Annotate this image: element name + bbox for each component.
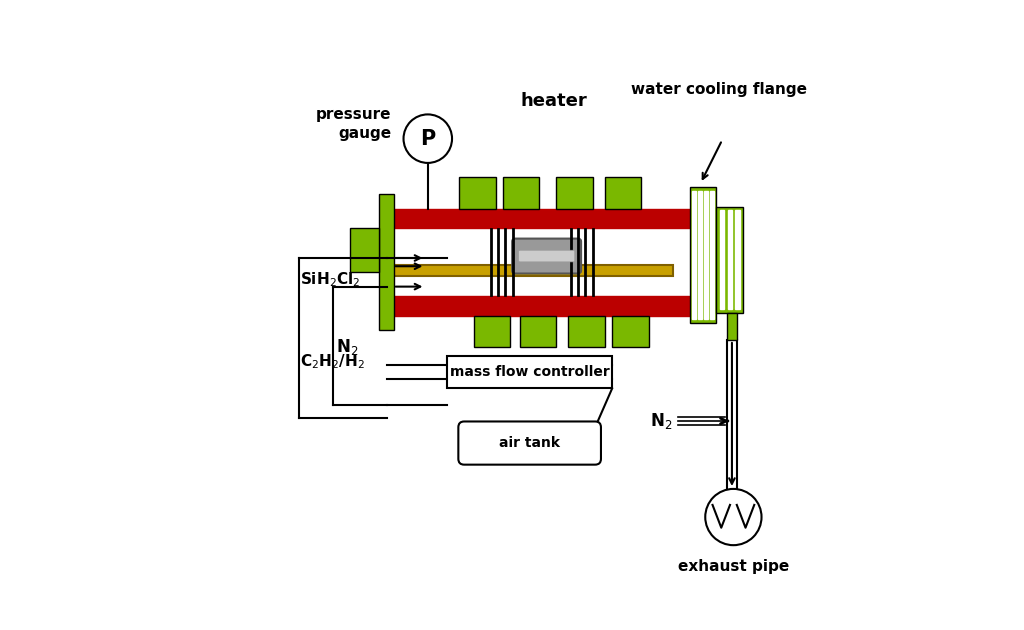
Text: P: P — [420, 129, 435, 149]
Text: C$_2$H$_2$/H$_2$: C$_2$H$_2$/H$_2$ — [300, 352, 366, 371]
Bar — [692, 191, 695, 319]
Bar — [568, 316, 605, 347]
Bar — [711, 191, 714, 319]
Circle shape — [403, 115, 452, 163]
Bar — [556, 178, 593, 209]
FancyBboxPatch shape — [459, 421, 601, 465]
Text: N$_2$: N$_2$ — [336, 337, 358, 357]
Bar — [350, 229, 379, 272]
Bar — [474, 316, 510, 347]
Bar — [612, 316, 648, 347]
Bar — [728, 210, 732, 309]
Bar — [503, 178, 540, 209]
Text: heater: heater — [520, 92, 588, 110]
Text: pressure
gauge: pressure gauge — [315, 107, 391, 141]
Bar — [520, 316, 556, 347]
Bar — [705, 191, 708, 319]
FancyBboxPatch shape — [512, 239, 581, 273]
Bar — [727, 313, 737, 340]
Bar — [386, 265, 673, 276]
Text: water cooling flange: water cooling flange — [631, 83, 807, 98]
Text: mass flow controller: mass flow controller — [450, 365, 609, 379]
Bar — [605, 178, 641, 209]
Bar — [386, 209, 692, 229]
Bar — [698, 191, 701, 319]
Bar — [447, 355, 612, 389]
Bar — [386, 296, 692, 316]
Bar — [735, 210, 739, 309]
Text: air tank: air tank — [499, 436, 560, 450]
Bar — [379, 195, 394, 330]
Bar — [690, 187, 717, 323]
Circle shape — [706, 489, 762, 545]
FancyBboxPatch shape — [518, 250, 574, 262]
Bar — [386, 229, 692, 296]
Bar — [720, 210, 724, 309]
Bar — [717, 207, 743, 313]
Text: SiH$_2$Cl$_2$: SiH$_2$Cl$_2$ — [300, 270, 360, 289]
Bar — [460, 178, 496, 209]
Text: exhaust pipe: exhaust pipe — [678, 559, 790, 574]
Text: N$_2$: N$_2$ — [650, 411, 673, 431]
